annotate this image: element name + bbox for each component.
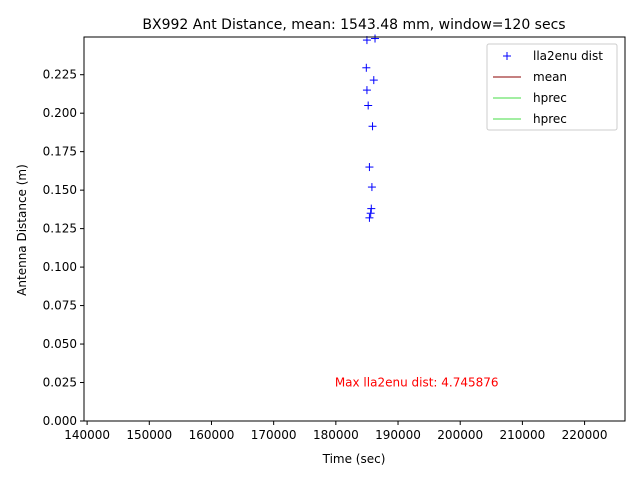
legend-entry: mean: [493, 70, 567, 84]
x-axis-ticks: 140000 150000 160000 170000 180000 190000 2000…: [64, 421, 607, 442]
x-tick-label: 190000: [375, 428, 421, 442]
legend-label: lla2enu dist: [533, 49, 603, 63]
data-point: [367, 183, 376, 192]
x-tick-label: 170000: [251, 428, 297, 442]
data-point: [362, 86, 371, 95]
y-tick-label: 0.225: [43, 68, 77, 82]
y-tick-label: 0.125: [43, 222, 77, 236]
data-point: [371, 34, 380, 43]
legend-label: hprec: [533, 112, 567, 126]
chart-title: BX992 Ant Distance, mean: 1543.48 mm, wi…: [142, 17, 565, 33]
data-point: [368, 122, 377, 131]
y-axis-ticks: 0.000 0.025 0.050 0.075 0.100 0.125 0.150 0.175…: [43, 68, 84, 428]
legend-entry: hprec: [493, 91, 567, 105]
y-tick-label: 0.075: [43, 299, 77, 313]
legend-label: mean: [533, 70, 567, 84]
x-axis-label: Time (sec): [322, 452, 386, 466]
y-axis-label: Antenna Distance (m): [15, 164, 29, 296]
data-point: [367, 204, 376, 213]
y-tick-label: 0.025: [43, 376, 77, 390]
max-distance-annotation: Max lla2enu dist: 4.745876: [335, 375, 499, 389]
legend: lla2enu dist mean hprec hprec: [486, 43, 618, 131]
x-tick-label: 220000: [562, 428, 608, 442]
data-points: [362, 34, 380, 222]
y-tick-label: 0.200: [43, 106, 77, 120]
y-tick-label: 0.000: [43, 414, 77, 428]
y-tick-label: 0.150: [43, 183, 77, 197]
legend-label: hprec: [533, 91, 567, 105]
data-point: [362, 63, 371, 72]
annotations: Max lla2enu dist: 4.745876: [335, 375, 499, 389]
y-tick-label: 0.050: [43, 337, 77, 351]
x-tick-label: 150000: [126, 428, 172, 442]
legend-box: [486, 43, 618, 131]
data-point: [365, 213, 374, 222]
x-tick-label: 210000: [499, 428, 545, 442]
data-point: [369, 76, 378, 85]
plot-frame: [83, 36, 626, 422]
x-tick-label: 180000: [313, 428, 359, 442]
data-point: [366, 209, 375, 218]
y-tick-label: 0.175: [43, 145, 77, 159]
x-tick-label: 160000: [189, 428, 235, 442]
x-tick-label: 140000: [64, 428, 110, 442]
data-point: [364, 101, 373, 110]
legend-entry: lla2enu dist: [503, 49, 603, 63]
data-point: [365, 163, 374, 172]
x-tick-label: 200000: [437, 428, 483, 442]
y-tick-label: 0.100: [43, 260, 77, 274]
legend-entry: hprec: [493, 112, 567, 126]
